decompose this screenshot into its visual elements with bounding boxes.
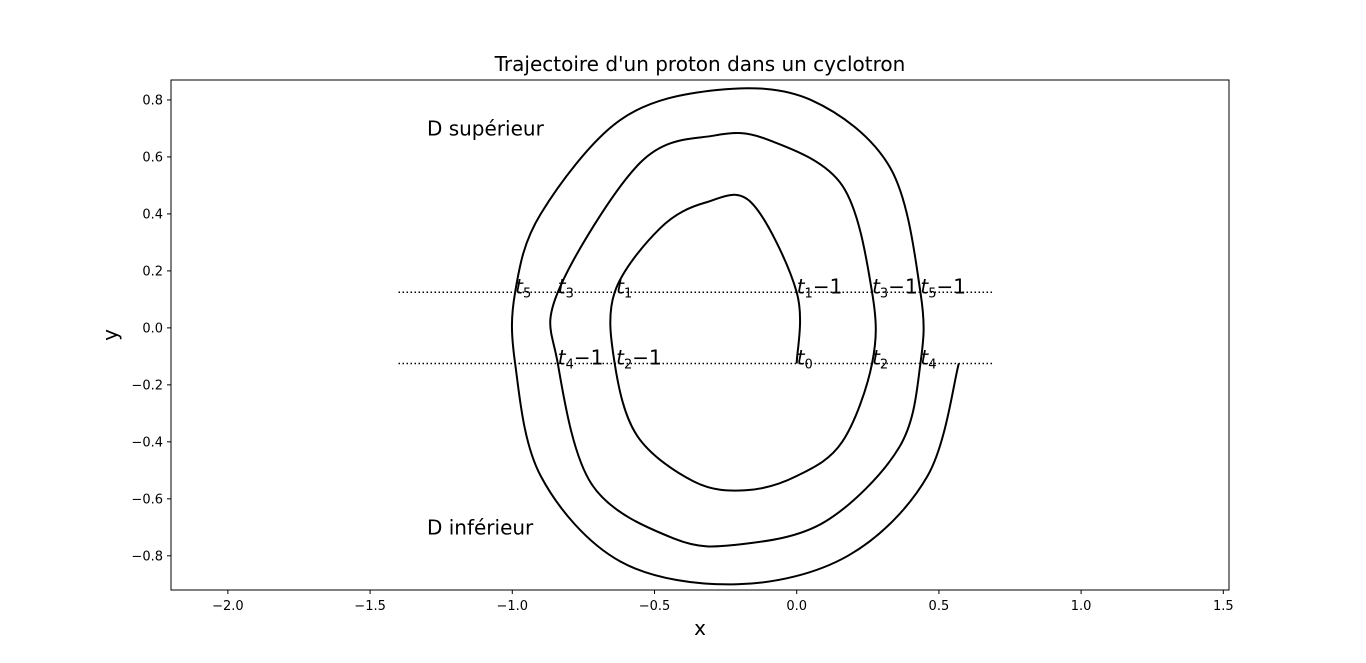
time-label: t4 [920,345,936,372]
y-tick-label: −0.6 [131,492,163,507]
y-tick-label: 0.6 [142,150,163,165]
y-tick-label: 0.2 [142,264,163,279]
region-annotation: D inférieur [427,515,534,539]
region-annotation: D supérieur [427,116,545,140]
plot-frame [170,79,1230,591]
time-label: t5−1 [920,274,966,301]
x-axis: −2.0 −1.5 −1.0 −0.5 0.0 0.5 1.0 1.5 [212,590,1234,614]
y-tick-label: −0.4 [131,435,163,450]
time-label: t3 [558,274,574,301]
y-tick-label: 0.4 [142,207,163,222]
time-label: t2 [872,345,888,372]
y-axis-label: y [98,329,122,341]
time-label: t5 [515,274,531,301]
time-label: t1−1 [797,274,843,301]
chart-title: Trajectoire d'un proton dans un cyclotro… [494,52,906,76]
y-tick-label: −0.2 [131,378,163,393]
x-tick-label: 1.0 [1071,599,1092,614]
x-tick-label: −1.5 [354,599,386,614]
x-tick-label: 0.0 [786,599,807,614]
y-axis: 0.8 0.6 0.4 0.2 0.0 −0.2 −0.4 −0.6 −0.8 [131,93,171,564]
x-axis-label: x [694,616,706,640]
x-tick-label: −2.0 [212,599,244,614]
y-tick-label: 0.8 [142,93,163,108]
x-tick-label: −1.0 [497,599,529,614]
time-label: t1 [616,274,632,301]
y-tick-label: −0.8 [131,549,163,564]
time-label: t3−1 [872,274,918,301]
x-tick-label: 1.5 [1213,599,1234,614]
time-label: t0 [797,345,813,372]
y-tick-label: 0.0 [142,321,163,336]
time-label: t2−1 [616,345,662,372]
time-label: t4−1 [558,345,604,372]
x-tick-label: −0.5 [639,599,671,614]
plot-area: D supérieur D inférieur t5 t3 t1 t1−1 t3−1 t5−1… [398,87,993,586]
trajectory-line [510,87,960,586]
x-tick-label: 0.5 [929,599,950,614]
